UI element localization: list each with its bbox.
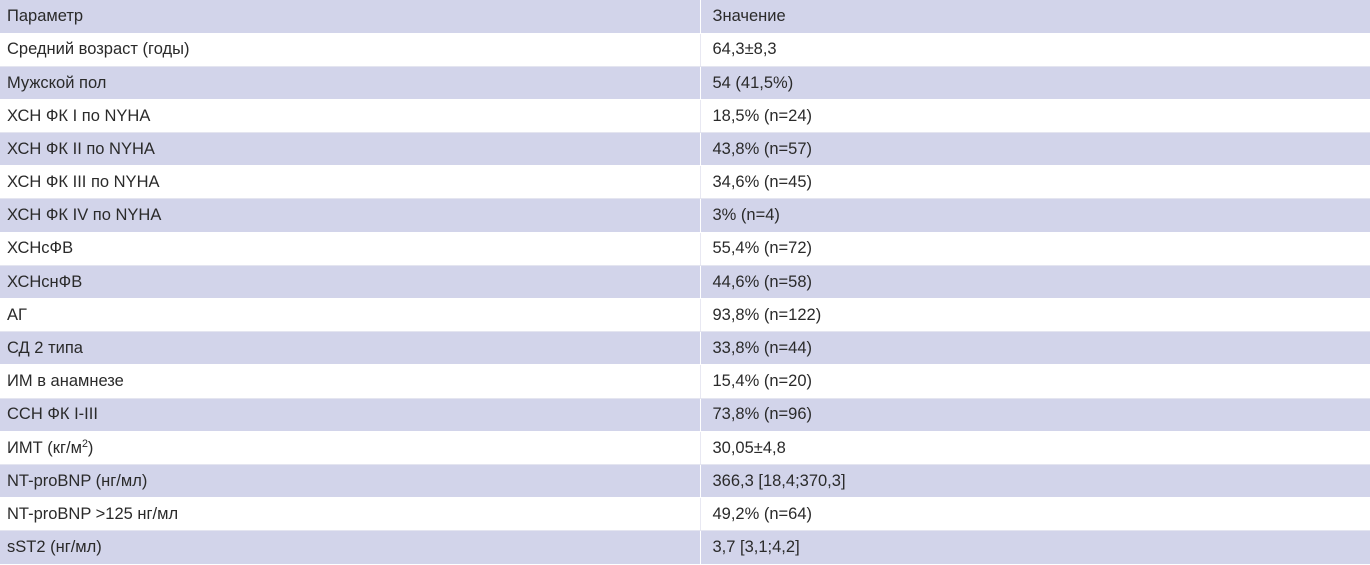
row-value: 54 (41,5%) — [699, 66, 1370, 100]
table-row: АГ 93,8% (n=122) — [0, 298, 1370, 333]
table-row: Мужской пол 54 (41,5%) — [0, 66, 1370, 100]
row-value: 93,8% (n=122) — [699, 298, 1370, 333]
table-row: ХСН ФК I по NYHA 18,5% (n=24) — [0, 99, 1370, 134]
header-param: Параметр — [0, 0, 700, 34]
row-param: Средний возраст (годы) — [0, 33, 700, 67]
table-row: ССН ФК I-III 73,8% (n=96) — [0, 398, 1370, 432]
row-param: ХСНснФВ — [0, 265, 700, 300]
row-value: 18,5% (n=24) — [699, 99, 1370, 134]
row-param: ССН ФК I-III — [0, 398, 700, 432]
row-value: 44,6% (n=58) — [699, 265, 1370, 300]
table-row: NT-proBNP (нг/мл) 366,3 [18,4;370,3] — [0, 464, 1370, 499]
table-row: ХСНсФВ 55,4% (n=72) — [0, 232, 1370, 266]
row-param-tail: ) — [87, 438, 94, 457]
row-param: ХСН ФК II по NYHA — [0, 132, 700, 167]
row-value: 30,05±4,8 — [699, 431, 1370, 465]
table-row: СД 2 типа 33,8% (n=44) — [0, 331, 1370, 366]
row-param: sST2 (нг/мл) — [0, 530, 700, 565]
table-row: ИМТ (кг/м2) 30,05±4,8 — [0, 431, 1370, 465]
row-value: 3% (n=4) — [699, 198, 1370, 233]
table-row: ИМ в анамнезе 15,4% (n=20) — [0, 364, 1370, 399]
row-value: 3,7 [3,1;4,2] — [699, 530, 1370, 565]
table-row: ХСН ФК III по NYHA 34,6% (n=45) — [0, 165, 1370, 200]
row-value: 366,3 [18,4;370,3] — [699, 464, 1370, 499]
row-value: 15,4% (n=20) — [699, 364, 1370, 399]
row-param-text: ИМТ (кг/м — [7, 438, 82, 457]
row-value: 34,6% (n=45) — [699, 165, 1370, 200]
row-param: NT-proBNP >125 нг/мл — [0, 497, 700, 532]
row-param: ХСНсФВ — [0, 232, 700, 266]
table-row: ХСНснФВ 44,6% (n=58) — [0, 265, 1370, 300]
row-param: ХСН ФК IV по NYHA — [0, 198, 700, 233]
row-param: ХСН ФК I по NYHA — [0, 99, 700, 134]
row-param: АГ — [0, 298, 700, 333]
row-value: 73,8% (n=96) — [699, 398, 1370, 432]
table-row: sST2 (нг/мл) 3,7 [3,1;4,2] — [0, 530, 1370, 565]
row-param: СД 2 типа — [0, 331, 700, 366]
table-row: ХСН ФК IV по NYHA 3% (n=4) — [0, 198, 1370, 233]
table-row: NT-proBNP >125 нг/мл 49,2% (n=64) — [0, 497, 1370, 532]
row-param: NT-proBNP (нг/мл) — [0, 464, 700, 499]
row-value: 49,2% (n=64) — [699, 497, 1370, 532]
table-row: Средний возраст (годы) 64,3±8,3 — [0, 33, 1370, 67]
header-value: Значение — [699, 0, 1370, 34]
row-param: ИМ в анамнезе — [0, 364, 700, 399]
row-value: 33,8% (n=44) — [699, 331, 1370, 366]
row-param: ИМТ (кг/м2) — [0, 431, 700, 465]
table-header-row: Параметр Значение — [0, 0, 1370, 34]
row-param: ХСН ФК III по NYHA — [0, 165, 700, 200]
row-value: 64,3±8,3 — [699, 33, 1370, 67]
row-value: 55,4% (n=72) — [699, 232, 1370, 266]
table-row: ХСН ФК II по NYHA 43,8% (n=57) — [0, 132, 1370, 167]
row-param: Мужской пол — [0, 66, 700, 100]
superscript: 2 — [81, 437, 88, 450]
row-value: 43,8% (n=57) — [699, 132, 1370, 167]
